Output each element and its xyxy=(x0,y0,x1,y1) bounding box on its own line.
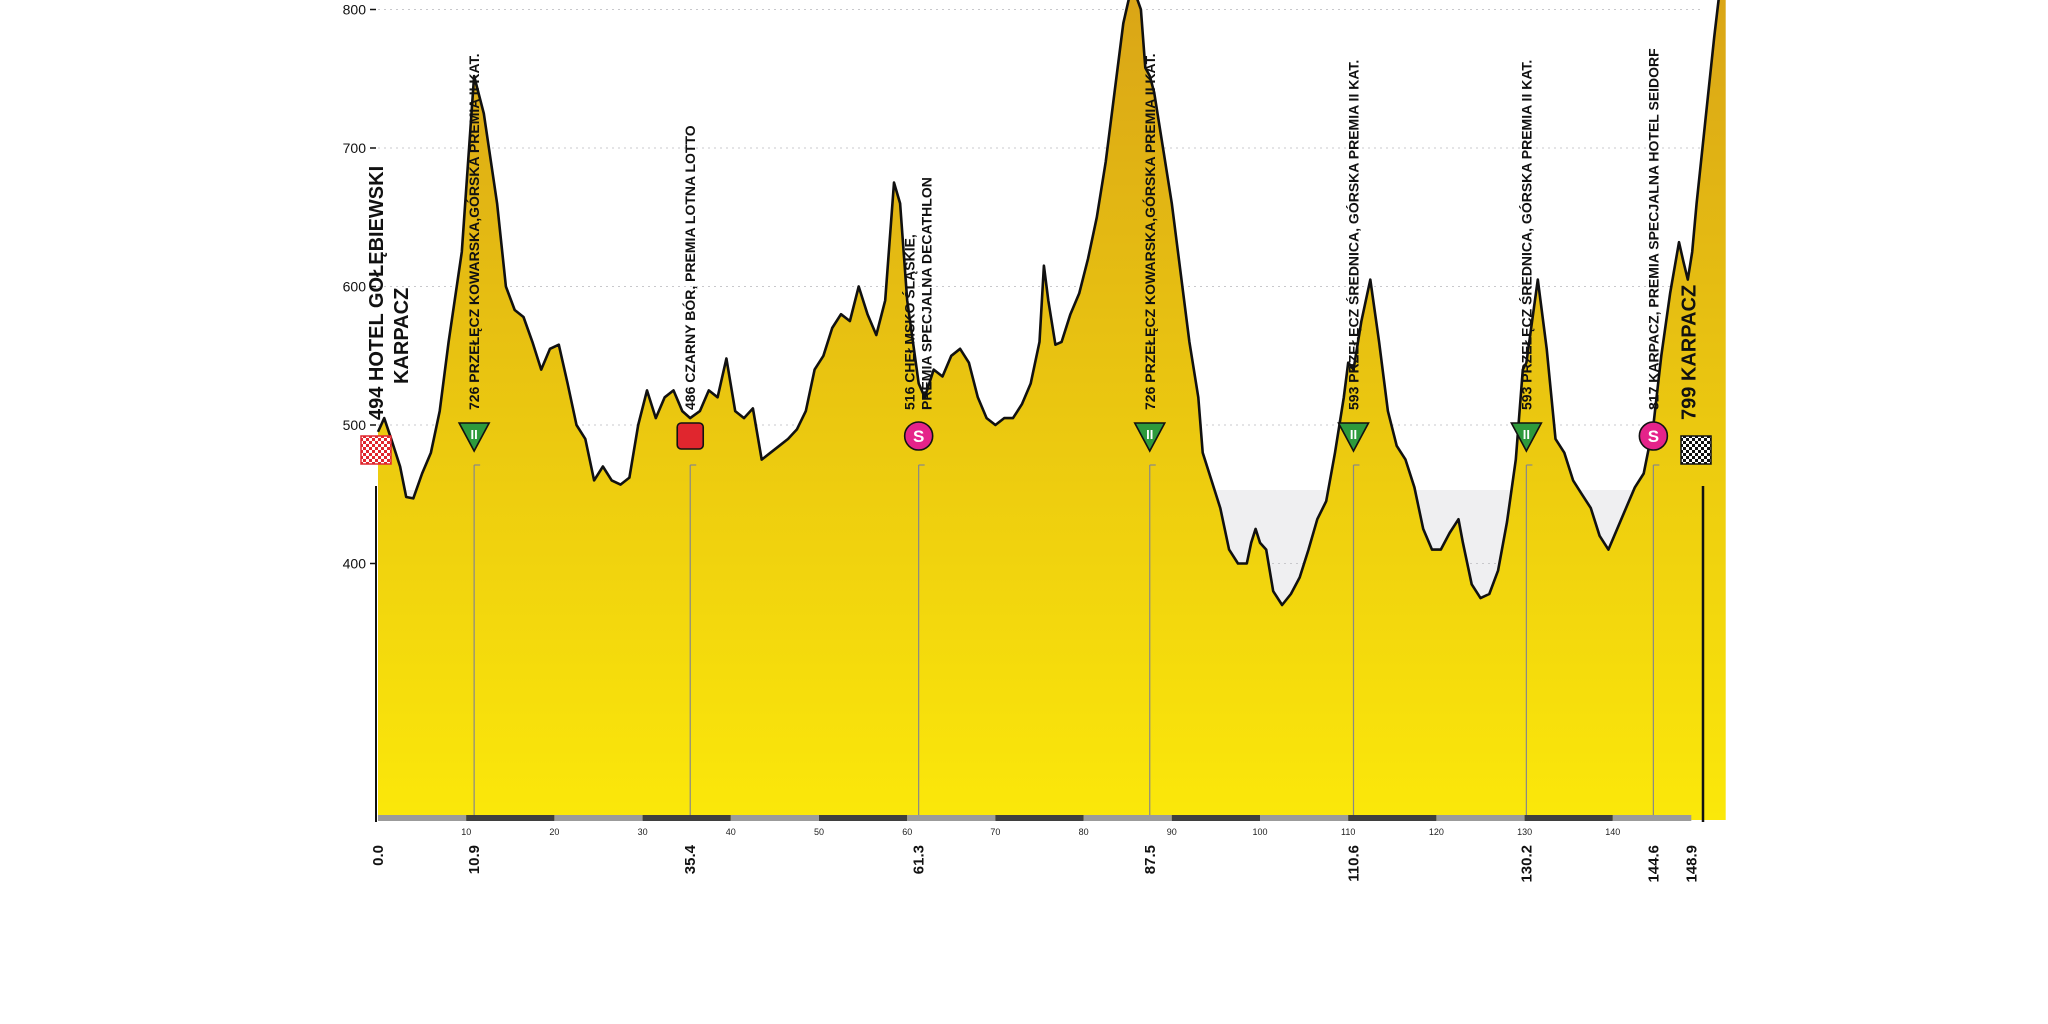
mountain-triangle xyxy=(457,422,491,453)
sprint-square xyxy=(676,422,705,450)
sprint-icon xyxy=(676,422,705,450)
mountain-triangle xyxy=(1510,422,1543,453)
km-bar-segment xyxy=(995,815,1084,821)
start-km-label: 0.0 xyxy=(370,845,387,866)
start-label: 494 HOTEL GOŁĘBIEWSKI xyxy=(366,166,388,420)
special-icon: S xyxy=(1638,421,1669,451)
waypoint-km-label: 144.6 xyxy=(1645,845,1662,883)
x-tick-label: 100 xyxy=(1252,827,1267,837)
km-bar-segment xyxy=(1260,815,1349,821)
waypoint-km-label: 35.4 xyxy=(682,844,699,874)
x-axis: 10 20 30 40 50 60 70 80 90 100 110 120 130 140 0.0 10.9… xyxy=(370,827,1700,883)
mountain-triangle xyxy=(1133,422,1167,453)
km-bar xyxy=(378,815,1692,821)
x-tick-label: 20 xyxy=(549,827,559,837)
km-bar-segment xyxy=(907,815,996,821)
km-bar-segment xyxy=(1524,815,1613,821)
mountain-2-icon: II xyxy=(1337,422,1370,453)
km-bar-segment xyxy=(466,815,555,821)
y-tick-label: 400 xyxy=(343,556,367,572)
km-bar-segment xyxy=(819,815,908,821)
special-letter: S xyxy=(1648,427,1659,446)
km-bar-segment xyxy=(1436,815,1525,821)
category-roman: II xyxy=(1146,427,1153,442)
waypoint-label: 817 KARPACZ, PREMIA SPECJALNA HOTEL SEID… xyxy=(1645,48,1661,410)
elevation-line xyxy=(376,0,1720,607)
waypoint-km-label: 87.5 xyxy=(1142,845,1159,874)
waypoint-km-label: 110.6 xyxy=(1345,845,1362,882)
start-flag-icon xyxy=(360,435,392,465)
y-tick-label: 800 xyxy=(343,2,367,18)
finish-label: 799 KARPACZ xyxy=(1678,285,1700,420)
waypoint-km-label: 130.2 xyxy=(1518,845,1535,883)
category-roman: II xyxy=(471,427,478,442)
special-letter: S xyxy=(913,427,924,446)
waypoint-label: 593 PRZEŁĘCZ ŚREDNICA, GÓRSKA PREMIA II … xyxy=(1344,60,1361,410)
waypoint-icons: II S II II II S xyxy=(360,421,1712,465)
special-circle xyxy=(903,421,934,451)
km-bar-segment xyxy=(554,815,643,821)
x-tick-label: 120 xyxy=(1429,827,1444,837)
x-tick-label: 30 xyxy=(638,827,648,837)
y-tick-label: 500 xyxy=(343,417,367,433)
mountain-2-icon: II xyxy=(1133,422,1167,453)
y-axis: 400 500 600 700 800 xyxy=(343,2,376,572)
mountain-2-icon: II xyxy=(457,422,491,453)
km-bar-segment xyxy=(1348,815,1437,821)
waypoint-label-line2: PREMIA SPECJALNA DECATHLON xyxy=(919,177,935,410)
km-bar-segment xyxy=(1083,815,1172,821)
waypoint-label: 726 PRZEŁĘCZ KOWARSKA,GÓRSKA PREMIA II K… xyxy=(1141,53,1158,410)
x-tick-label: 40 xyxy=(726,827,736,837)
waypoint-km-label: 61.3 xyxy=(911,845,928,874)
finish-flag-icon xyxy=(1680,435,1712,465)
special-circle xyxy=(1638,421,1669,451)
x-tick-label: 90 xyxy=(1167,827,1177,837)
x-tick-label: 110 xyxy=(1341,827,1355,837)
km-bar-segment xyxy=(1171,815,1260,821)
km-bar-segment xyxy=(730,815,819,821)
mountain-triangle xyxy=(1337,422,1370,453)
x-tick-label: 10 xyxy=(461,827,471,837)
km-bar-segment xyxy=(1612,815,1692,821)
x-tick-label: 140 xyxy=(1605,827,1620,837)
category-roman: II xyxy=(1350,427,1357,442)
x-tick-label: 50 xyxy=(814,827,824,837)
waypoint-label: 486 CZARNY BÓR, PREMIA LOTNA LOTTO xyxy=(681,125,698,410)
waypoint-km-label: 10.9 xyxy=(466,845,483,874)
km-bar-segment xyxy=(642,815,731,821)
x-tick-label: 130 xyxy=(1517,827,1532,837)
category-roman: II xyxy=(1523,427,1530,442)
km-bar-segment xyxy=(378,815,467,821)
elevation-area xyxy=(378,0,1726,820)
finish-km-label: 148.9 xyxy=(1683,845,1700,883)
waypoint-markers xyxy=(473,464,1660,820)
waypoint-labels: 726 PRZEŁĘCZ KOWARSKA,GÓRSKA PREMIA II K… xyxy=(366,48,1700,420)
y-tick-label: 600 xyxy=(343,279,367,295)
special-icon: S xyxy=(903,421,934,451)
x-tick-label: 80 xyxy=(1079,827,1089,837)
start-label-line2: KARPACZ xyxy=(391,288,413,384)
waypoint-label: 593 PRZEŁĘCZ ŚREDNICA, GÓRSKA PREMIA II … xyxy=(1517,60,1534,410)
mountain-2-icon: II xyxy=(1510,422,1543,453)
x-tick-label: 70 xyxy=(990,827,1000,837)
y-tick-label: 700 xyxy=(343,140,367,156)
x-tick-label: 60 xyxy=(902,827,912,837)
waypoint-label: 516 CHEŁMSKO ŚLĄSKIE, xyxy=(901,234,918,410)
waypoint-label: 726 PRZEŁĘCZ KOWARSKA,GÓRSKA PREMIA II K… xyxy=(465,53,482,410)
